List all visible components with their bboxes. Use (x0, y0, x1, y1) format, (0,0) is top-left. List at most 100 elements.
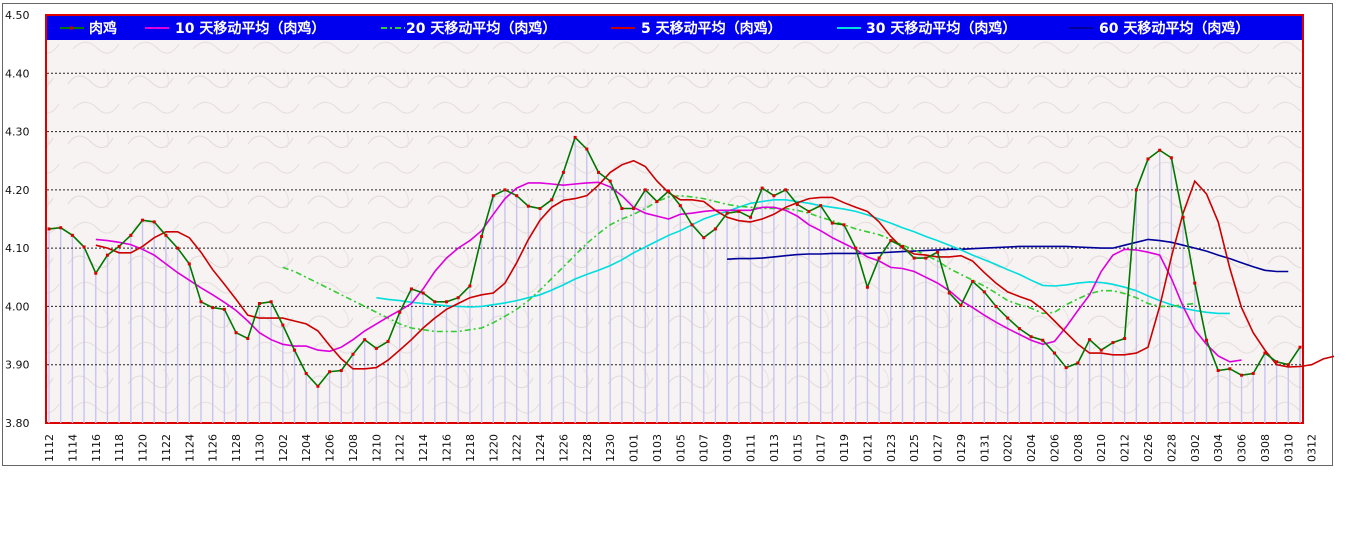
legend-label-ma30: 30 天移动平均（肉鸡） (866, 20, 1016, 37)
data-point (339, 369, 343, 373)
data-point (316, 384, 320, 388)
data-point (900, 244, 904, 248)
data-point (211, 306, 215, 310)
data-point (737, 209, 741, 213)
data-point (141, 218, 145, 222)
x-tick-label: 0228 (1165, 434, 1178, 462)
x-tick-label: 0123 (885, 434, 898, 462)
data-point (1029, 335, 1033, 339)
data-point (152, 220, 156, 224)
data-point (819, 204, 823, 208)
data-point (1064, 366, 1068, 370)
y-tick-label: 3.90 (5, 359, 30, 372)
data-point (643, 188, 647, 192)
data-point (351, 352, 355, 356)
data-point (865, 285, 869, 289)
data-point (199, 300, 203, 304)
data-point (795, 202, 799, 206)
y-tick-label: 3.80 (5, 417, 30, 430)
y-tick-label: 4.10 (5, 242, 30, 255)
y-tick-label: 4.30 (5, 126, 30, 139)
x-tick-label: 0125 (908, 434, 921, 462)
data-point (1017, 327, 1021, 331)
data-point (234, 331, 238, 335)
x-tick-label: 1122 (160, 434, 173, 462)
x-tick-label: 1204 (300, 434, 313, 462)
data-point (1123, 336, 1127, 340)
data-point (784, 188, 788, 192)
x-tick-label: 1116 (90, 434, 103, 462)
data-point (585, 147, 589, 151)
x-tick-label: 1212 (394, 434, 407, 462)
data-point (1251, 371, 1255, 375)
data-point (1158, 148, 1162, 152)
bars-layer (48, 137, 1301, 423)
x-tick-label: 0302 (1189, 434, 1202, 462)
data-point (281, 323, 285, 327)
x-tick-label: 0129 (955, 434, 968, 462)
x-tick-label: 1218 (464, 434, 477, 462)
data-point (164, 233, 168, 237)
data-point (1286, 363, 1290, 367)
x-tick-label: 0105 (674, 434, 687, 462)
data-point (1298, 345, 1302, 349)
data-point (363, 338, 367, 342)
data-point (503, 188, 507, 192)
legend-marker (70, 26, 73, 30)
data-point (1052, 351, 1056, 355)
data-point (293, 348, 297, 352)
legend: 肉鸡 10 天移动平均（肉鸡） 20 天移动平均（肉鸡） 5 天移动平均（肉鸡） 30 … (47, 16, 1302, 40)
legend-label-ma5: 5 天移动平均（肉鸡） (641, 20, 782, 37)
data-point (936, 250, 940, 254)
data-point (550, 198, 554, 202)
data-point (257, 302, 261, 306)
data-point (1169, 156, 1173, 160)
data-point (573, 135, 577, 139)
data-point (597, 170, 601, 174)
data-point (655, 200, 659, 204)
data-point (82, 245, 86, 249)
data-point (1263, 351, 1267, 355)
data-point (47, 227, 51, 231)
y-tick-label: 4.00 (5, 300, 30, 313)
x-tick-label: 1222 (511, 434, 524, 462)
markers-layer (47, 135, 1302, 388)
x-tick-label: 0304 (1212, 434, 1225, 462)
data-point (1181, 215, 1185, 219)
x-tick-label: 1128 (230, 434, 243, 462)
data-point (971, 279, 975, 283)
x-tick-label: 1224 (534, 434, 547, 462)
x-tick-label: 0204 (1025, 434, 1038, 462)
x-tick-label: 0310 (1282, 434, 1295, 462)
x-tick-label: 1216 (441, 434, 454, 462)
data-point (924, 256, 928, 260)
data-point (1146, 157, 1150, 161)
x-tick-label: 0206 (1048, 434, 1061, 462)
data-point (561, 170, 565, 174)
x-tick-label: 0121 (861, 434, 874, 462)
x-tick-label: 0226 (1142, 434, 1155, 462)
data-point (1193, 281, 1197, 285)
data-point (480, 234, 484, 238)
x-tick-label: 0210 (1095, 434, 1108, 462)
x-tick-label: 1124 (183, 434, 196, 462)
x-tick-label: 0208 (1072, 434, 1085, 462)
data-point (246, 336, 250, 340)
chart-frame: 4.50 4.40 4.30 4.20 4.10 4.00 3.90 3.80 1112 111… (2, 3, 1334, 466)
x-tick-label: 0115 (791, 434, 804, 462)
x-tick-label: 0127 (932, 434, 945, 462)
data-point (947, 291, 951, 295)
series-line-ma60 (727, 238, 1289, 273)
legend-label-main: 肉鸡 (89, 20, 117, 37)
x-tick-label: 1126 (207, 434, 220, 462)
x-tick-label: 0212 (1119, 434, 1132, 462)
x-tick-label: 1210 (370, 434, 383, 462)
data-point (608, 179, 612, 183)
legend-label-ma20: 20 天移动平均（肉鸡） (406, 20, 556, 37)
data-point (374, 346, 378, 350)
line-chart: 4.504.404.304.204.104.003.903.80 1112 111… (5, 9, 1334, 462)
data-point (1041, 338, 1045, 342)
data-point (398, 310, 402, 314)
data-point (70, 233, 74, 237)
data-point (1111, 341, 1115, 345)
